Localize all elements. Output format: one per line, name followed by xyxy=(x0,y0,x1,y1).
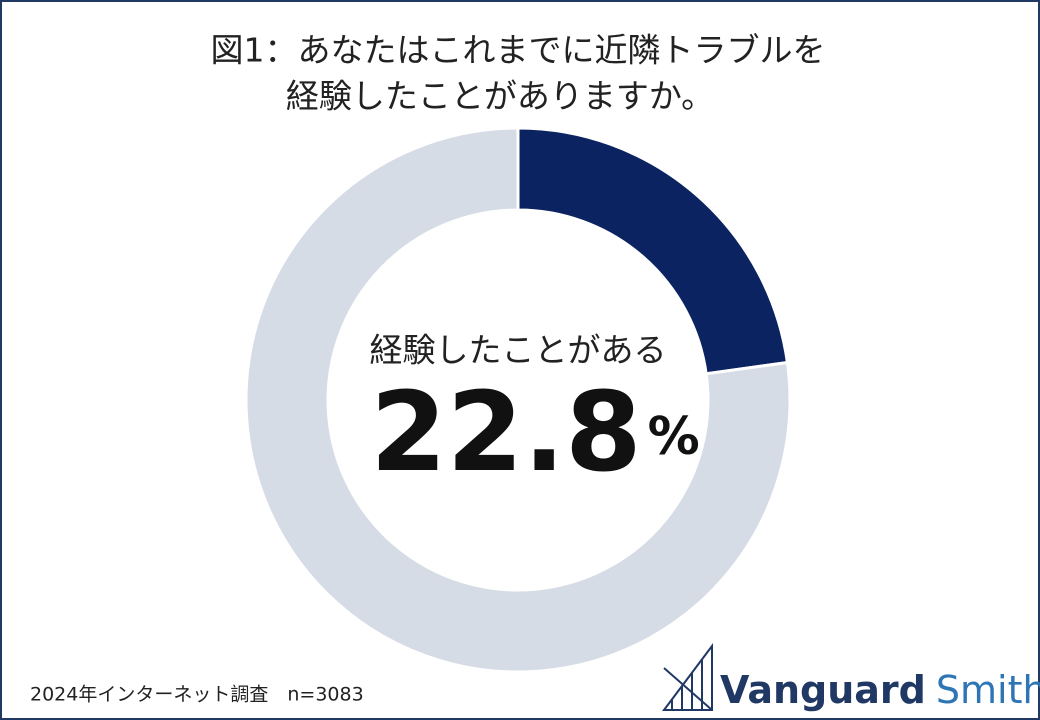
footnote: 2024年インターネット調査 n=3083 xyxy=(30,684,364,706)
value-number: 22.8 xyxy=(370,368,641,496)
donut-segment xyxy=(516,126,790,376)
logo-icon xyxy=(662,643,713,711)
donut-segment xyxy=(244,126,792,674)
donut xyxy=(244,126,792,674)
logo-text: Vanguard Smith xyxy=(720,668,1040,712)
chart-title: 経験したことがありますか。 xyxy=(286,77,714,116)
logo-light: Smith xyxy=(936,668,1040,712)
logo-icon xyxy=(663,667,713,711)
chart-title: 図1：あなたはこれまでに近隣トラブルを xyxy=(211,31,826,70)
logo: Vanguard Smith xyxy=(662,643,1040,712)
value-unit: % xyxy=(648,407,700,467)
value-label: 22.8% xyxy=(370,368,700,496)
logo-bold: Vanguard xyxy=(720,668,926,712)
center-label: 経験したことがある xyxy=(370,331,667,370)
